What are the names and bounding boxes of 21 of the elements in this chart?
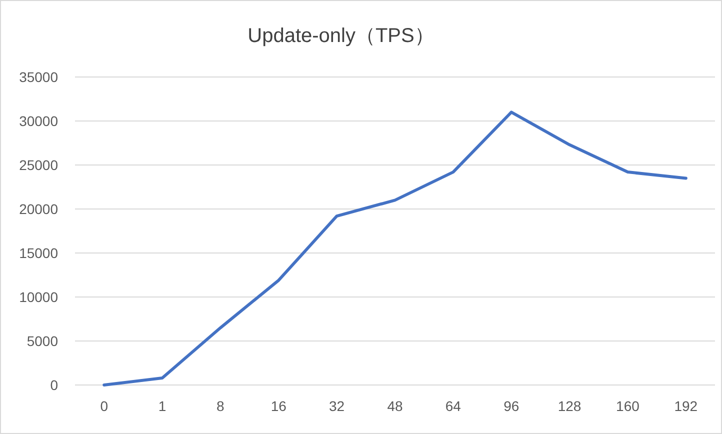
x-tick-label: 96 <box>504 398 520 414</box>
x-tick-label: 128 <box>558 398 582 414</box>
y-tick-label: 0 <box>50 376 58 393</box>
x-tick-label: 8 <box>216 398 225 414</box>
line-series <box>102 110 688 386</box>
y-tick-label: 10000 <box>19 288 58 305</box>
y-tick-label: 5000 <box>26 332 58 349</box>
y-tick-label: 20000 <box>19 200 58 217</box>
chart-title: Update-only（TPS） <box>248 25 434 47</box>
x-tick-label: 32 <box>329 398 345 414</box>
x-tick-label: 192 <box>674 398 698 414</box>
x-tick-label: 0 <box>100 398 108 414</box>
x-tick-label: 48 <box>387 398 403 414</box>
y-tick-label: 35000 <box>19 68 58 85</box>
y-tick-label: 25000 <box>19 156 58 173</box>
x-tick-label: 1 <box>158 398 166 414</box>
x-tick-label: 64 <box>445 398 462 414</box>
x-tick-label: 16 <box>270 398 287 414</box>
y-tick-label: 30000 <box>19 112 58 129</box>
x-tick-label: 160 <box>616 398 640 414</box>
y-tick-label: 15000 <box>19 244 58 261</box>
